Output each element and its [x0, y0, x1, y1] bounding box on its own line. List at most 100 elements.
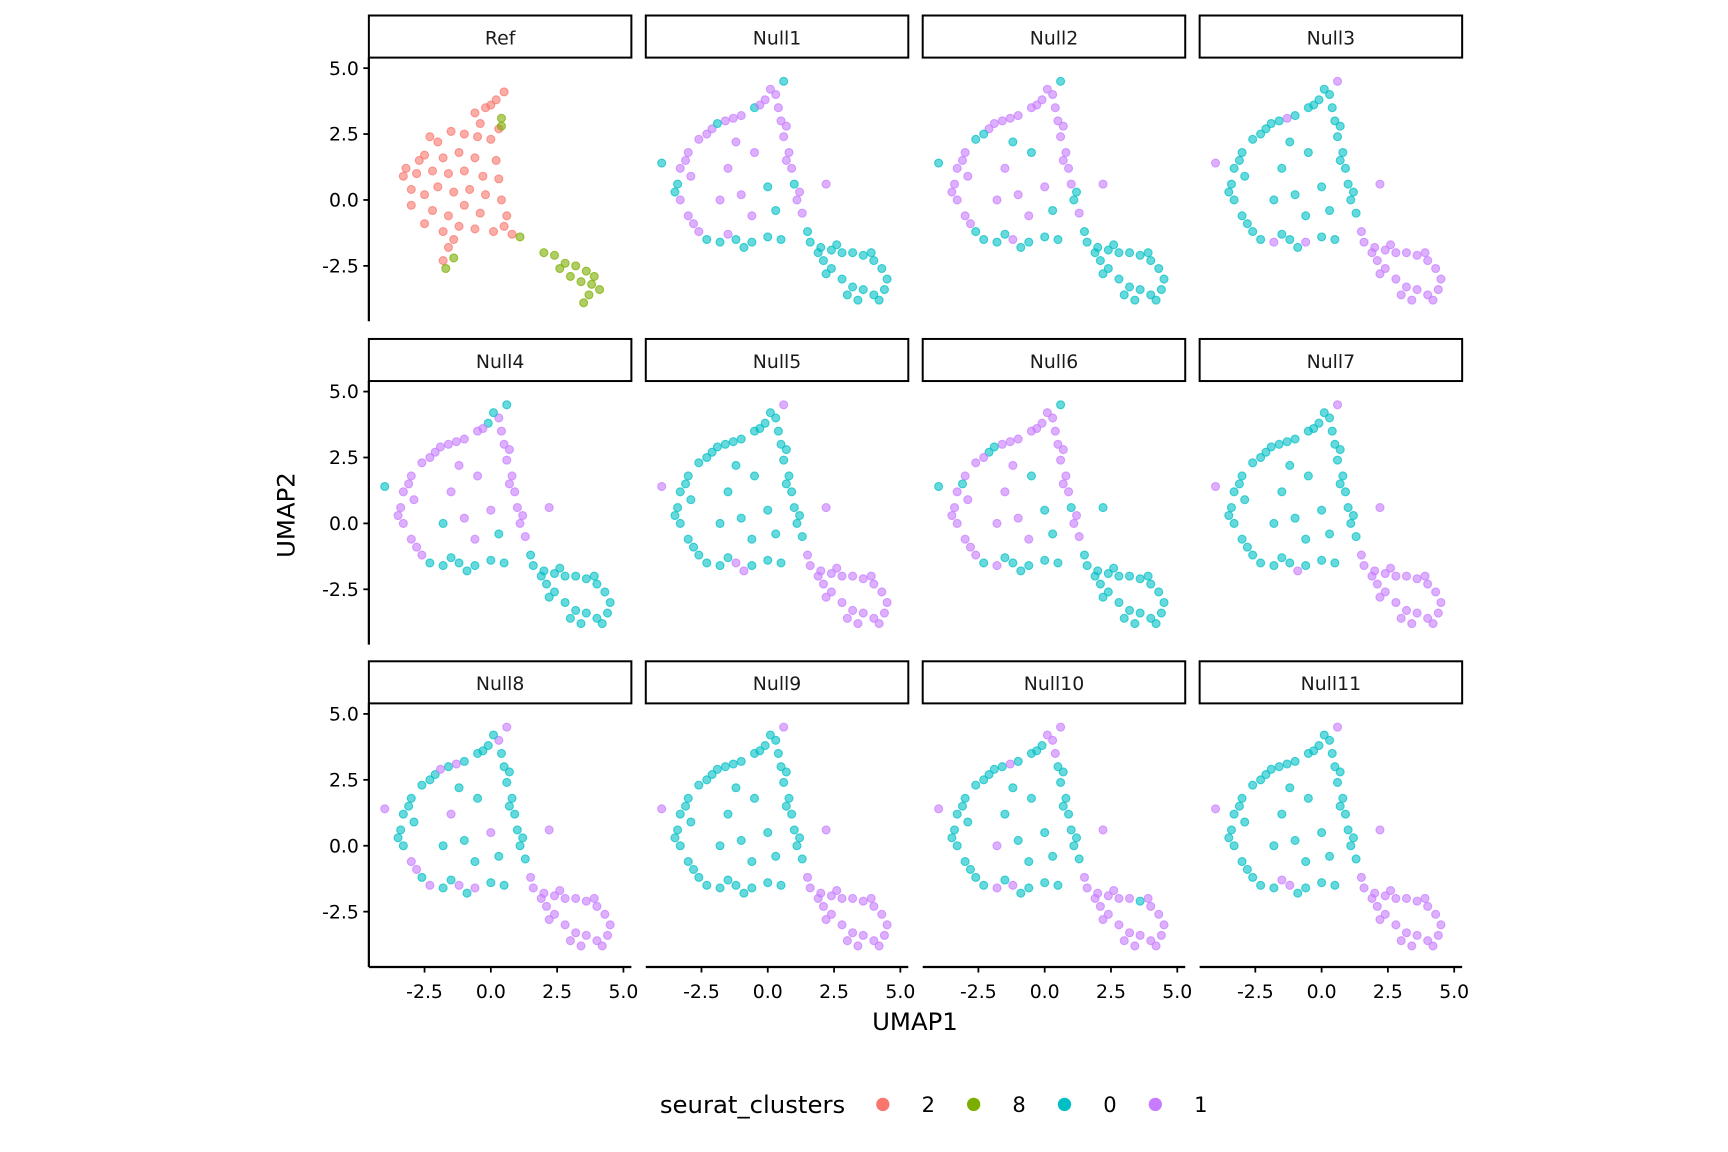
data-point-cluster-0 [438, 561, 448, 571]
data-point-cluster-0 [1277, 809, 1287, 819]
data-point-cluster-1 [934, 804, 944, 814]
data-point-cluster-1 [536, 893, 546, 904]
data-point-cluster-2 [425, 132, 435, 142]
data-point-cluster-0 [1317, 232, 1327, 242]
data-point-cluster-0 [1048, 205, 1058, 216]
data-point-cluster-1 [728, 113, 738, 123]
data-point-cluster-0 [1346, 195, 1356, 205]
data-point-cluster-1 [879, 608, 889, 618]
y-tick-label: 0.0 [329, 191, 359, 212]
data-point-cluster-1 [1356, 550, 1366, 560]
data-point-cluster-0 [1069, 841, 1079, 851]
data-point-cluster-1 [1431, 587, 1441, 597]
data-point-cluster-0 [670, 833, 680, 843]
data-point-cluster-0 [486, 555, 496, 565]
x-tick-label: 5.0 [1439, 982, 1469, 1003]
x-tick-label: 2.5 [1373, 982, 1403, 1003]
data-point-cluster-1 [510, 487, 520, 497]
data-point-cluster-1 [412, 864, 422, 875]
strip-ref [367, 14, 633, 59]
data-point-cluster-0 [723, 553, 733, 563]
data-point-cluster-1 [1061, 471, 1071, 481]
data-point-cluster-0 [605, 597, 615, 608]
data-point-cluster-0 [712, 442, 722, 452]
data-point-cluster-0 [1256, 452, 1266, 463]
data-point-cluster-0 [1229, 809, 1239, 819]
data-point-cluster-0 [1125, 571, 1135, 581]
legend-key-dot [876, 1097, 890, 1112]
data-point-cluster-1 [858, 896, 868, 906]
data-point-cluster-1 [779, 400, 789, 410]
legend-key-dot [967, 1097, 981, 1112]
data-point-cluster-0 [776, 558, 786, 568]
data-point-cluster-1 [1431, 909, 1441, 919]
data-point-cluster-0 [526, 550, 536, 560]
data-point-cluster-8 [579, 298, 589, 308]
data-point-cluster-0 [1090, 248, 1100, 258]
data-point-cluster-1 [560, 920, 570, 930]
data-point-cluster-0 [715, 883, 725, 893]
data-point-cluster-1 [1156, 930, 1166, 940]
data-point-cluster-0 [792, 841, 802, 851]
data-point-cluster-0 [515, 841, 525, 851]
y-tick-label: 5.0 [329, 59, 359, 80]
data-point-cluster-1 [1282, 113, 1292, 123]
data-point-cluster-0 [1346, 518, 1356, 528]
data-point-cluster-0 [446, 875, 456, 885]
data-point-cluster-0 [459, 756, 469, 766]
data-point-cluster-2 [412, 169, 422, 179]
data-point-cluster-1 [1048, 413, 1058, 423]
data-point-cluster-0 [686, 495, 696, 505]
data-point-cluster-1 [1433, 608, 1443, 618]
data-point-cluster-1 [866, 571, 876, 581]
data-point-cluster-2 [486, 134, 496, 144]
data-point-cluster-0 [952, 809, 962, 819]
data-point-cluster-0 [1327, 426, 1337, 436]
data-point-cluster-1 [1000, 487, 1010, 497]
data-point-cluster-1 [470, 883, 480, 893]
y-tick-label: 2.5 [329, 770, 359, 791]
data-point-cluster-0 [1301, 534, 1311, 544]
data-point-cluster-0 [1351, 854, 1361, 864]
data-point-cluster-1 [1098, 179, 1108, 189]
data-point-cluster-1 [1401, 893, 1412, 904]
data-point-cluster-1 [1380, 587, 1390, 597]
data-point-cluster-0 [1237, 211, 1247, 221]
data-point-cluster-2 [401, 163, 411, 173]
facet-panel-null10: Null10 -2.5 0.0 2.5 5.0 [921, 660, 1192, 1003]
data-point-cluster-1 [1058, 445, 1068, 455]
data-point-cluster-1 [960, 471, 970, 481]
data-point-cluster-0 [1261, 447, 1271, 457]
data-point-cluster-0 [1256, 775, 1266, 785]
data-point-cluster-0 [409, 817, 419, 827]
data-point-cluster-0 [1061, 793, 1071, 803]
data-point-cluster-1 [526, 872, 536, 882]
data-point-cluster-1 [1090, 893, 1100, 904]
data-point-cluster-1 [571, 893, 581, 904]
data-point-cluster-1 [1024, 534, 1034, 544]
data-point-cluster-1 [1114, 920, 1124, 930]
data-point-cluster-0 [720, 439, 730, 449]
data-point-cluster-2 [499, 87, 509, 97]
data-point-cluster-0 [1237, 147, 1247, 158]
data-point-cluster-0 [1095, 579, 1105, 589]
data-point-cluster-0 [1327, 748, 1337, 759]
data-point-cluster-0 [1040, 232, 1050, 242]
data-point-cluster-0 [789, 503, 799, 513]
data-point-cluster-0 [520, 854, 530, 864]
data-point-cluster-1 [1042, 84, 1052, 94]
data-point-cluster-0 [1098, 592, 1108, 602]
data-point-cluster-0 [776, 234, 786, 245]
data-point-cluster-1 [1372, 901, 1382, 911]
data-point-cluster-0 [1224, 833, 1234, 843]
data-point-cluster-1 [1082, 883, 1092, 893]
data-point-cluster-1 [963, 495, 973, 505]
data-point-cluster-1 [528, 883, 538, 893]
strip-label: Null4 [476, 352, 524, 373]
data-point-cluster-1 [1069, 518, 1079, 528]
data-point-cluster-1 [560, 893, 570, 904]
data-point-cluster-1 [979, 452, 989, 463]
data-point-cluster-1 [832, 886, 842, 896]
data-point-cluster-0 [715, 518, 725, 528]
data-point-cluster-0 [1317, 505, 1327, 515]
